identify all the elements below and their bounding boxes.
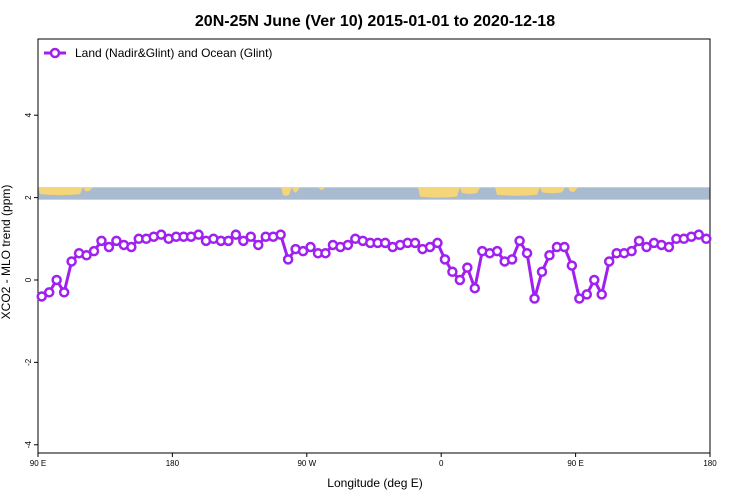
x-axis-label: Longitude (deg E)	[327, 476, 422, 490]
map-land	[38, 187, 578, 198]
chart-title: 20N-25N June (Ver 10) 2015-01-01 to 2020…	[195, 13, 555, 30]
data-point	[603, 256, 615, 267]
y-tick-label-2: 0	[24, 277, 33, 282]
data-point	[245, 231, 257, 242]
data-point	[275, 229, 286, 240]
data-point	[424, 241, 436, 253]
data-point	[544, 250, 555, 261]
y-tick-label-3: 2	[24, 195, 33, 200]
data-point	[193, 229, 204, 240]
y-tick-label-1: -2	[24, 358, 33, 366]
map-strip	[38, 187, 710, 200]
data-point	[51, 274, 62, 286]
x-tick-label-3: 0	[439, 459, 444, 468]
data-point	[409, 237, 421, 249]
data-point	[253, 239, 264, 251]
series-layer	[36, 229, 712, 304]
data-point	[529, 293, 540, 304]
data-point	[297, 245, 309, 257]
data-point	[88, 245, 100, 257]
data-point	[81, 250, 92, 261]
y-axis-label: XCO2 - MLO trend (ppm)	[0, 185, 13, 320]
x-tick-label-2: 90 W	[297, 459, 316, 468]
data-point	[126, 241, 137, 253]
legend: Land (Nadir&Glint) and Ocean (Glint)	[44, 46, 272, 60]
data-point	[43, 287, 55, 298]
data-point	[305, 241, 316, 253]
data-point	[230, 229, 242, 240]
x-axis: 90 E 180 90 W 0 90 E 180	[30, 453, 717, 468]
x-tick-label-0: 90 E	[30, 459, 46, 468]
data-point	[432, 237, 443, 249]
legend-label: Land (Nadir&Glint) and Ocean (Glint)	[75, 46, 272, 60]
plot-frame	[37, 38, 711, 454]
data-point	[447, 266, 458, 277]
data-point	[342, 239, 354, 251]
data-point	[238, 235, 249, 247]
data-point	[693, 229, 705, 240]
data-point	[506, 254, 518, 265]
data-point	[521, 247, 533, 259]
data-point	[103, 241, 115, 253]
data-point	[155, 229, 167, 240]
x-tick-label-1: 180	[166, 459, 180, 468]
legend-marker	[49, 47, 61, 59]
data-point	[626, 245, 637, 257]
data-point	[66, 256, 77, 267]
data-point	[58, 287, 70, 298]
data-point	[454, 274, 466, 286]
data-point	[469, 282, 481, 294]
x-tick-label-4: 90 E	[567, 459, 583, 468]
data-point	[566, 260, 578, 271]
data-point	[462, 262, 473, 273]
data-point	[282, 254, 294, 265]
y-axis: -4 -2 0 2 4	[24, 112, 38, 448]
data-point	[663, 241, 675, 253]
data-point	[379, 237, 391, 249]
data-point	[559, 241, 570, 253]
data-point	[574, 293, 585, 304]
data-point	[536, 266, 548, 277]
data-point	[320, 247, 331, 259]
data-point	[641, 241, 652, 253]
x-tick-label-5: 180	[703, 459, 717, 468]
data-point	[701, 233, 712, 245]
data-point	[491, 245, 503, 257]
data-point	[36, 291, 47, 302]
data-point	[223, 235, 234, 247]
data-point	[589, 274, 600, 286]
y-tick-label-4: 4	[24, 112, 33, 117]
data-point	[96, 235, 107, 247]
data-point	[111, 235, 122, 247]
y-tick-label-0: -4	[24, 441, 33, 449]
map-ocean	[38, 187, 710, 200]
data-point	[514, 235, 525, 247]
data-point	[596, 289, 607, 300]
data-point	[439, 254, 451, 265]
data-point	[581, 289, 593, 300]
data-point	[633, 235, 645, 247]
